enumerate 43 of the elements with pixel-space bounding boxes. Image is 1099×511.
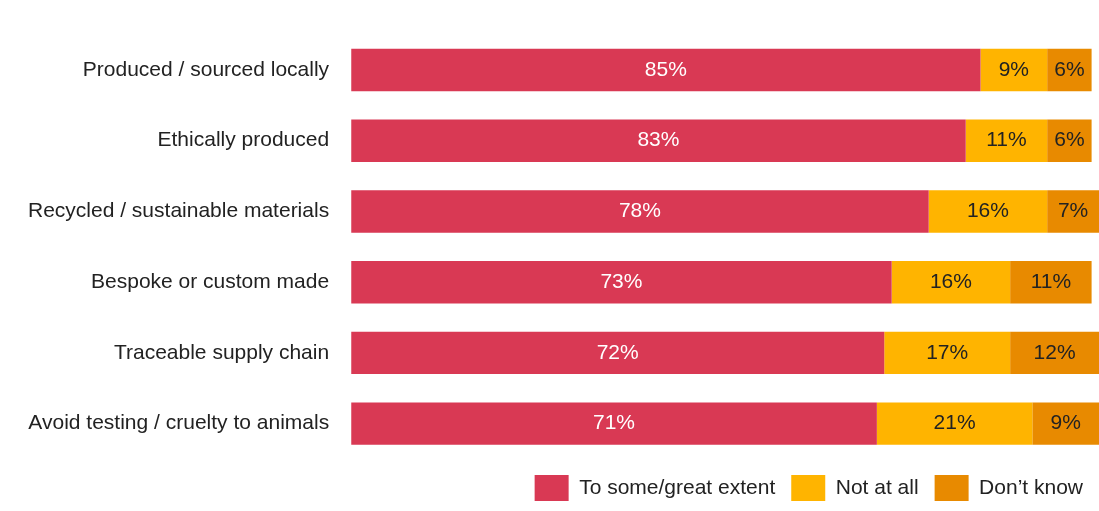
bar (891, 260, 1011, 304)
data-label: 83% (637, 127, 680, 151)
bar (1010, 331, 1099, 375)
data-label: 6% (1054, 127, 1085, 151)
data-label: 6% (1054, 56, 1085, 80)
data-label: 21% (933, 410, 976, 434)
data-label: 16% (929, 268, 972, 292)
bar (1047, 190, 1099, 233)
data-label: 71% (592, 410, 636, 434)
bar (351, 190, 929, 233)
bar (351, 331, 885, 375)
data-label: 72% (596, 339, 639, 363)
data-label: 73% (600, 268, 643, 292)
bar (351, 48, 981, 92)
data-label: 16% (966, 198, 1009, 222)
data-label: 12% (1033, 339, 1076, 363)
data-label: 11% (986, 127, 1027, 151)
y-tick-label: Recycled / sustainable materials (28, 198, 330, 222)
bar (1010, 260, 1092, 304)
bar (928, 190, 1048, 233)
legend-label: Not at all (835, 474, 919, 498)
data-label: 9% (998, 56, 1030, 80)
data-label: 7% (1057, 198, 1089, 222)
legend-label: To some/great extent (579, 474, 776, 498)
y-tick-label: Ethically produced (157, 127, 330, 151)
data-label: 11% (1030, 268, 1072, 292)
y-tick-label: Bespoke or custom made (91, 268, 330, 292)
bar (351, 119, 966, 162)
bar (1047, 119, 1092, 162)
bar (965, 119, 1048, 162)
y-tick-label: Traceable supply chain (113, 339, 330, 363)
data-label: 17% (926, 339, 969, 363)
bar (884, 331, 1011, 375)
bar (351, 402, 877, 445)
bar (1032, 402, 1099, 445)
legend-label: Don’t know (979, 474, 1084, 498)
bar (351, 260, 892, 304)
y-tick-label: Avoid testing / cruelty to animals (28, 410, 330, 434)
y-tick-label: Produced / sourced locally (82, 56, 330, 80)
data-label: 85% (644, 56, 687, 80)
data-label: 9% (1050, 410, 1081, 434)
bar (876, 402, 1033, 445)
data-label: 78% (618, 198, 661, 222)
